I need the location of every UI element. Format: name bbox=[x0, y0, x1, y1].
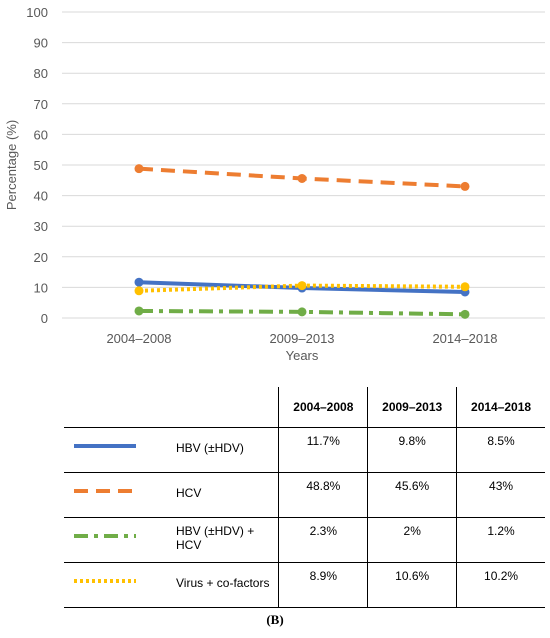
table-row: HBV (±HDV) + HCV 2.3% 2% 1.2% bbox=[64, 517, 545, 563]
line-chart: 0 10 20 30 40 50 60 70 80 90 100 2004–2008 2009–201… bbox=[4, 5, 545, 363]
table-cell: 10.6% bbox=[367, 562, 458, 608]
y-axis-title: Percentage (%) bbox=[4, 120, 19, 210]
table-header-blank bbox=[64, 387, 280, 428]
legend-line-hbv bbox=[74, 444, 136, 448]
y-axis-ticks: 0 10 20 30 40 50 60 70 80 90 100 bbox=[26, 5, 48, 326]
legend-line-hcv bbox=[74, 489, 136, 493]
table-row: Virus + co-factors 8.9% 10.6% 10.2% bbox=[64, 562, 545, 608]
y-tick-label: 30 bbox=[34, 219, 48, 234]
table-cell: 10.2% bbox=[456, 562, 545, 608]
y-tick-label: 0 bbox=[41, 311, 48, 326]
table-cell: 8.9% bbox=[278, 562, 369, 608]
table-header-row: 2004–2008 2009–2013 2014–2018 bbox=[64, 387, 545, 428]
table-header-2009-2013: 2009–2013 bbox=[367, 387, 458, 428]
x-axis-ticks: 2004–2008 2009–2013 2014–2018 bbox=[106, 331, 497, 346]
legend-label-hcv: HCV bbox=[176, 486, 202, 500]
series-point-1 bbox=[134, 164, 144, 174]
series-point-1 bbox=[460, 181, 470, 191]
table-row: HBV (±HDV) 11.7% 9.8% 8.5% bbox=[64, 427, 545, 473]
table-cell: 1.2% bbox=[456, 517, 545, 563]
y-tick-label: 20 bbox=[34, 250, 48, 265]
table-cell: 43% bbox=[456, 472, 545, 518]
table-cell: 48.8% bbox=[278, 472, 369, 518]
y-tick-label: 60 bbox=[34, 127, 48, 142]
table-header-2014-2018: 2014–2018 bbox=[456, 387, 545, 428]
legend-cell-hbv-hcv: HBV (±HDV) + HCV bbox=[64, 517, 280, 563]
series-group bbox=[134, 164, 470, 319]
legend-cell-hbv: HBV (±HDV) bbox=[64, 427, 280, 473]
y-tick-label: 70 bbox=[34, 97, 48, 112]
y-tick-label: 80 bbox=[34, 66, 48, 81]
series-point-0 bbox=[134, 277, 144, 287]
table-header-2004-2008: 2004–2008 bbox=[278, 387, 369, 428]
series-point-3 bbox=[134, 286, 144, 296]
series-point-3 bbox=[297, 281, 307, 291]
legend-line-hbv-hcv bbox=[74, 534, 136, 538]
series-point-2 bbox=[460, 309, 470, 319]
x-tick-label: 2004–2008 bbox=[106, 331, 171, 346]
x-tick-label: 2009–2013 bbox=[269, 331, 334, 346]
y-tick-label: 90 bbox=[34, 36, 48, 51]
legend-cell-virus-cofactors: Virus + co-factors bbox=[64, 562, 280, 608]
series-point-2 bbox=[134, 306, 144, 316]
legend-label-virus-cofactors: Virus + co-factors bbox=[176, 576, 270, 590]
table-cell: 8.5% bbox=[456, 427, 545, 473]
table-cell: 11.7% bbox=[278, 427, 369, 473]
table-row: HCV 48.8% 45.6% 43% bbox=[64, 472, 545, 518]
table-cell: 2.3% bbox=[278, 517, 369, 563]
series-point-1 bbox=[297, 173, 307, 183]
table-cell: 2% bbox=[367, 517, 458, 563]
gridlines bbox=[62, 11, 545, 319]
x-axis-title: Years bbox=[286, 348, 319, 363]
series-point-3 bbox=[460, 282, 470, 292]
figure-caption: (B) bbox=[266, 612, 284, 627]
series-point-2 bbox=[297, 307, 307, 317]
legend-label-hbv: HBV (±HDV) bbox=[176, 441, 244, 455]
legend-line-virus-cofactors bbox=[74, 579, 136, 583]
y-tick-label: 100 bbox=[26, 5, 48, 20]
x-tick-label: 2014–2018 bbox=[432, 331, 497, 346]
legend-cell-hcv: HCV bbox=[64, 472, 280, 518]
data-table: 2004–2008 2009–2013 2014–2018 HBV (±HDV)… bbox=[64, 387, 545, 608]
table-cell: 9.8% bbox=[367, 427, 458, 473]
y-tick-label: 50 bbox=[34, 158, 48, 173]
table-cell: 45.6% bbox=[367, 472, 458, 518]
y-tick-label: 10 bbox=[34, 280, 48, 295]
legend-label-hbv-hcv: HBV (±HDV) + HCV bbox=[176, 524, 255, 552]
y-tick-label: 40 bbox=[34, 189, 48, 204]
